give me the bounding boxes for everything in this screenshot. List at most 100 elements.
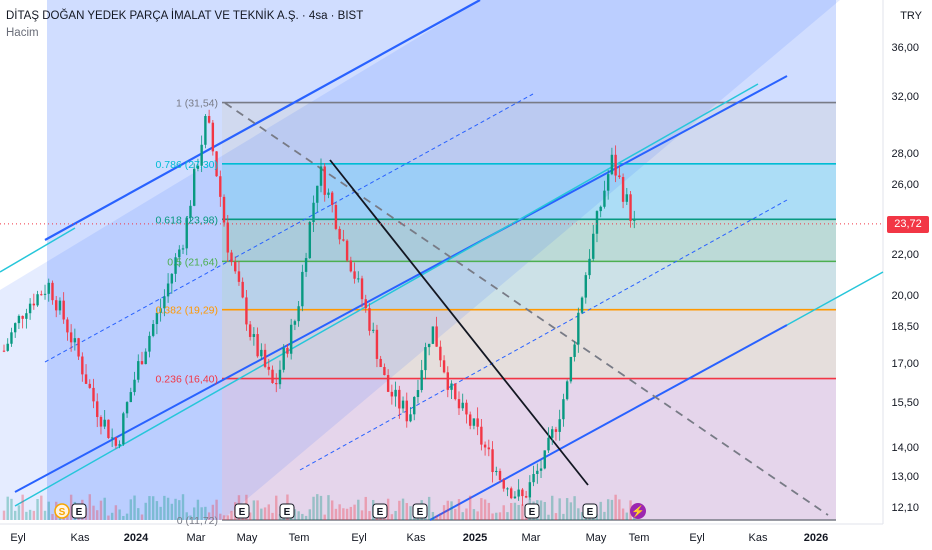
candle-body: [606, 174, 610, 191]
earnings-marker: [524, 503, 540, 519]
volume-bar: [603, 511, 606, 520]
channel-top-line: [44, 0, 481, 241]
volume-bar: [606, 499, 610, 520]
volume-bar: [211, 504, 215, 520]
volume-bar: [368, 511, 371, 520]
volume-bar: [151, 496, 155, 520]
time-tick-label: Eyl: [351, 532, 366, 544]
volume-bar: [166, 497, 170, 520]
lightning-icon: [630, 503, 646, 519]
candle-body: [69, 332, 73, 343]
candle-body: [495, 470, 498, 473]
candle-body: [580, 297, 584, 313]
volume-bar: [129, 499, 132, 520]
volume-bar: [338, 504, 341, 520]
price-tick-label: 32,00: [891, 91, 919, 103]
volume-bar: [185, 512, 188, 520]
candle-body: [282, 347, 285, 370]
candle-body: [375, 329, 379, 359]
volume-bar: [215, 499, 218, 520]
time-tick-label: Kas: [749, 532, 768, 544]
volume-bar: [40, 495, 43, 520]
currency-label: TRY: [900, 10, 922, 22]
channel-fill: [0, 0, 840, 520]
volume-bar: [293, 509, 297, 520]
candlesticks[interactable]: [2, 109, 636, 506]
candle-body: [252, 334, 256, 337]
volume-bar: [577, 508, 580, 520]
volume-bar: [308, 509, 312, 520]
candle-body: [271, 369, 274, 383]
volume-bar: [114, 505, 118, 520]
candle-body: [442, 360, 446, 373]
candle-body: [25, 313, 28, 319]
candle-body: [480, 426, 483, 445]
volume-bar: [457, 499, 461, 520]
fib-level-label: 0.786 (27,30): [156, 159, 218, 171]
candle-body: [133, 379, 136, 393]
volume-bar: [47, 501, 50, 520]
volume-bar: [461, 512, 464, 520]
candle-body: [435, 326, 438, 347]
volume-indicator-label[interactable]: Hacim: [6, 27, 39, 39]
volume-bar: [483, 499, 487, 520]
event-marker-label: E: [284, 507, 291, 518]
candle-body: [498, 470, 502, 480]
candle-body: [234, 261, 237, 272]
price-tick-label: 28,00: [891, 148, 919, 160]
candle-body: [125, 402, 129, 414]
price-tick-label: 13,00: [891, 471, 919, 483]
fib-level-label: 0.5 (21,64): [167, 256, 218, 268]
parallel-channel[interactable]: [0, 0, 884, 521]
earnings-marker: [234, 503, 250, 519]
volume-bar: [96, 510, 99, 520]
candle-body: [181, 248, 185, 250]
candle-body: [595, 211, 599, 234]
time-tick-label: Mar: [522, 532, 541, 544]
candle-body: [304, 258, 308, 272]
candle-body: [427, 343, 431, 348]
candle-body: [62, 300, 65, 320]
price-tick-label: 36,00: [891, 42, 919, 54]
volume-bar: [562, 513, 565, 520]
event-markers[interactable]: S E E E E E E E ⚡: [54, 503, 646, 519]
candle-body: [618, 175, 621, 178]
candle-body: [386, 375, 390, 392]
volume-bar: [118, 509, 121, 520]
candle-body: [364, 299, 367, 309]
volume-bar: [342, 508, 345, 520]
candle-body: [420, 370, 423, 391]
event-marker-label: E: [417, 507, 424, 518]
channel-top-ext: [0, 227, 76, 273]
candle-body: [13, 323, 17, 333]
candle-body: [543, 450, 546, 469]
volume-bar: [439, 513, 442, 520]
event-marker-label: E: [587, 507, 594, 518]
volume-bar: [178, 500, 181, 520]
volume-bar: [140, 514, 144, 520]
volume-bar: [163, 495, 166, 520]
candle-body: [345, 240, 349, 261]
candle-body: [73, 338, 77, 343]
volume-bar: [435, 515, 438, 520]
candle-body: [409, 414, 412, 422]
volume-bar: [498, 512, 502, 520]
volume-bar: [28, 509, 32, 520]
candle-body: [357, 278, 360, 280]
time-tick-label: Tem: [289, 532, 310, 544]
time-tick-label: 2026: [804, 532, 828, 544]
candle-body: [58, 300, 62, 311]
candle-body: [256, 334, 259, 357]
candle-body: [416, 390, 420, 397]
candle-body: [289, 324, 293, 354]
candle-body: [383, 367, 386, 376]
candle-body: [286, 347, 289, 354]
candle-body: [349, 260, 353, 272]
volume-bar: [122, 515, 125, 520]
volume-bar: [200, 507, 203, 520]
candle-body: [51, 282, 54, 301]
trend-dashed-line: [224, 102, 829, 516]
candle-body: [2, 350, 6, 352]
candle-body: [215, 151, 218, 177]
